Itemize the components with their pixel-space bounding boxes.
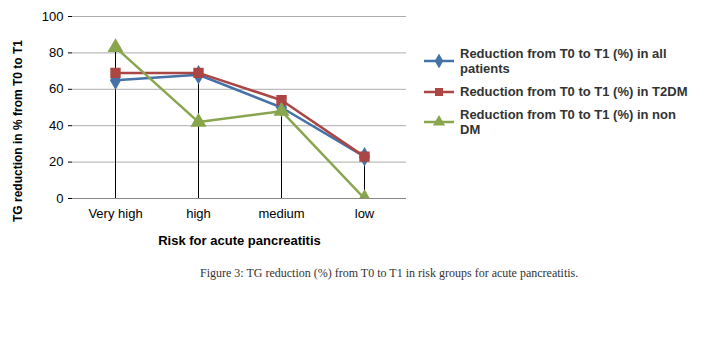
svg-text:high: high (186, 206, 211, 221)
svg-text:0: 0 (56, 191, 63, 206)
svg-text:100: 100 (42, 9, 64, 24)
svg-text:Risk for acute pancreatitis: Risk for acute pancreatitis (158, 233, 321, 248)
html-text:TG reduction in % from T0 to T: TG reduction in % from T0 to T1 (11, 40, 25, 222)
svg-text:low: low (355, 206, 375, 221)
html-text:Reduction from T0 to T1 (%) in: Reduction from T0 to T1 (%) in all patie… (460, 46, 667, 76)
svg-text:40: 40 (49, 118, 63, 133)
html-text:Reduction from T0 to T1 (%) in: Reduction from T0 to T1 (%) in non DM (460, 107, 676, 137)
svg-text:medium: medium (258, 206, 304, 221)
svg-text:Very high: Very high (88, 206, 142, 221)
html-text:Figure 3: TG reduction (%) fro: Figure 3: TG reduction (%) from T0 to T1… (200, 266, 579, 280)
html-text:Reduction from T0 to T1 (%) in: Reduction from T0 to T1 (%) in T2DM (460, 84, 688, 99)
svg-text:80: 80 (49, 45, 63, 60)
svg-text:20: 20 (49, 154, 63, 169)
svg-text:60: 60 (49, 81, 63, 96)
